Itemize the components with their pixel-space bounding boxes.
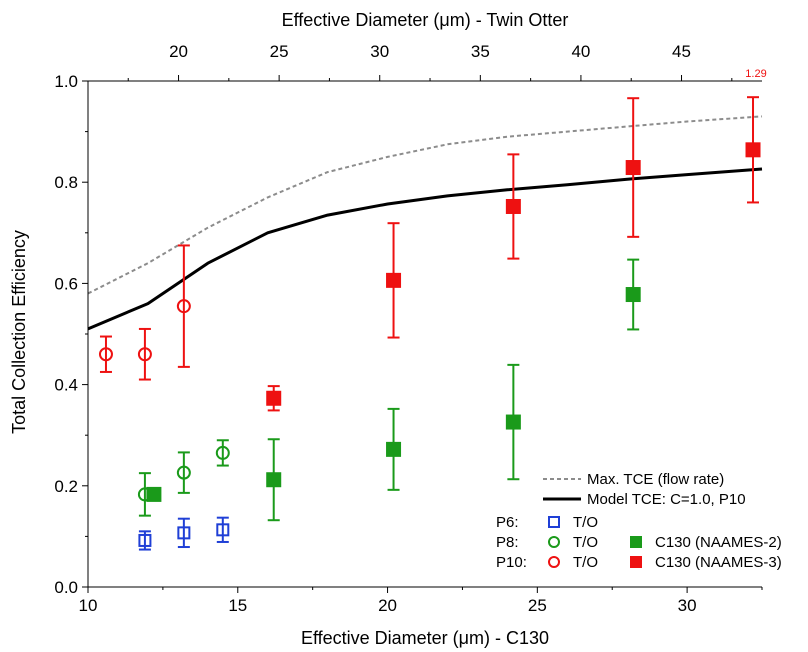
legend-label: Model TCE: C=1.0, P10 — [587, 491, 746, 508]
x-tick-label: 15 — [228, 596, 247, 615]
x-tick-label: 30 — [678, 596, 697, 615]
y-tick-label: 0.4 — [54, 376, 78, 395]
legend-marker — [630, 556, 642, 568]
y-tick-label: 1.0 — [54, 72, 78, 91]
legend-row-prefix: P10: — [496, 554, 527, 571]
max-tce-line — [87, 115, 763, 295]
data-point — [177, 526, 191, 540]
data-point — [138, 533, 152, 547]
top-tick-label: 25 — [270, 42, 289, 61]
y-tick-label: 0.0 — [54, 578, 78, 597]
x-tick-label: 10 — [79, 596, 98, 615]
legend-label: T/O — [573, 514, 598, 531]
data-point — [386, 272, 402, 288]
data-point — [215, 445, 230, 460]
data-point — [176, 465, 191, 480]
legend-label: C130 (NAAMES-3) — [655, 554, 782, 571]
legend-row-prefix: P8: — [496, 534, 519, 551]
x-tick-label: 25 — [528, 596, 547, 615]
legend-label: T/O — [573, 534, 598, 551]
legend-marker — [548, 516, 560, 528]
axes: 0.0 0.2 0.4 0.6 0.8 1.0 10 15 20 25 30 20 25 30 35 40 45… — [54, 42, 766, 615]
data-point — [745, 142, 761, 158]
y-tick-label: 0.6 — [54, 274, 78, 293]
data-point — [216, 523, 230, 537]
x-axis-title: Effective Diameter (μm) - C130 — [301, 628, 549, 648]
legend-marker — [548, 556, 560, 568]
data-point — [146, 486, 162, 502]
data-point — [266, 472, 282, 488]
legend: Max. TCE (flow rate) Model TCE: C=1.0, P1… — [496, 471, 782, 571]
y-tick-label: 0.2 — [54, 477, 78, 496]
legend-label: Max. TCE (flow rate) — [587, 471, 724, 488]
y-axis-title: Total Collection Efficiency — [9, 230, 29, 434]
top-tick-label: 45 — [672, 42, 691, 61]
legend-marker — [548, 536, 560, 548]
model-lines — [87, 115, 763, 331]
data-point — [625, 287, 641, 303]
x-tick-label: 20 — [378, 596, 397, 615]
data-point — [625, 160, 641, 176]
data-point — [98, 347, 113, 362]
top-tick-label: 40 — [571, 42, 590, 61]
clipped-value-annotation: 1.29 — [745, 68, 766, 80]
data-point — [176, 299, 191, 314]
data-point — [386, 441, 402, 457]
data-point — [505, 198, 521, 214]
y-tick-label: 0.8 — [54, 173, 78, 192]
top-tick-label: 20 — [169, 42, 188, 61]
top-axis-title: Effective Diameter (μm) - Twin Otter — [282, 10, 569, 30]
model-tce-line — [87, 167, 763, 331]
data-point — [505, 414, 521, 430]
data-point — [137, 347, 152, 362]
legend-label: T/O — [573, 554, 598, 571]
legend-row-prefix: P6: — [496, 514, 519, 531]
top-tick-label: 35 — [471, 42, 490, 61]
data-point — [266, 390, 282, 406]
legend-marker — [630, 536, 642, 548]
top-tick-label: 30 — [370, 42, 389, 61]
legend-label: C130 (NAAMES-2) — [655, 534, 782, 551]
data-series — [98, 96, 761, 551]
